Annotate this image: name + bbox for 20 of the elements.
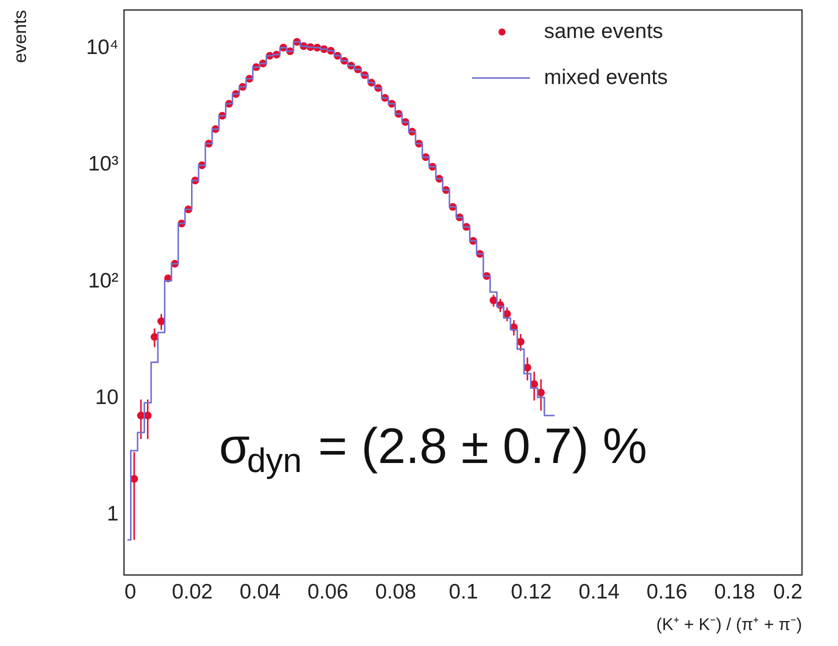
x-tick-label: 0.16: [646, 580, 688, 604]
x-tick-label: 0: [124, 580, 136, 604]
y-tick-label: 10³: [88, 152, 118, 176]
x-axis-title: (K⁺ + K⁻) / (π⁺ + π⁻): [656, 615, 802, 634]
x-tick-label: 0.18: [714, 580, 756, 604]
legend-label: same events: [544, 20, 664, 43]
y-axis-title: events: [10, 10, 30, 64]
y-tick-label: 10⁴: [86, 36, 118, 60]
x-tick-label: 0.08: [375, 580, 416, 604]
x-tick-label: 0.2: [773, 580, 802, 604]
x-tick-label: 0.12: [510, 580, 552, 604]
y-tick-label: 10²: [88, 269, 118, 292]
y-tick-label: 1: [106, 502, 118, 526]
y-tick-label: 10: [95, 386, 118, 409]
legend-label: mixed events: [544, 66, 668, 89]
x-tick-label: 0.14: [578, 580, 620, 604]
x-tick-label: 0.04: [240, 580, 281, 604]
x-tick-label: 0.1: [448, 580, 478, 604]
x-tick-label: 0.06: [307, 580, 348, 604]
x-tick-label: 0.02: [172, 580, 213, 604]
